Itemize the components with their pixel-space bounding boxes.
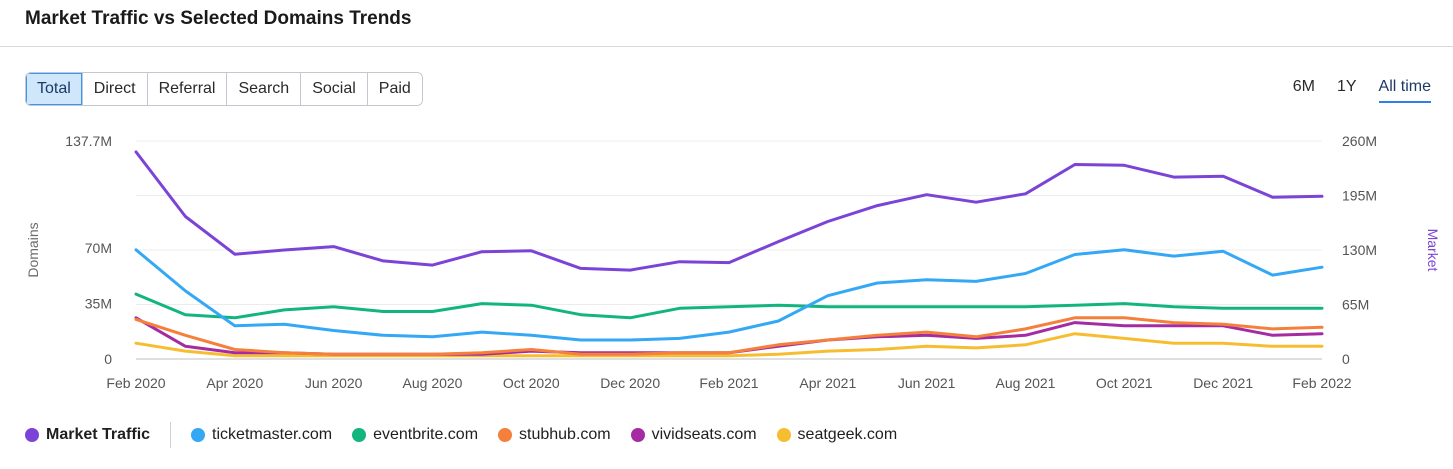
legend-dot-vividseats — [630, 428, 645, 442]
tab-search[interactable]: Search — [227, 73, 302, 105]
tab-referral[interactable]: Referral — [147, 73, 228, 105]
series-line-ticketmaster[interactable] — [134, 248, 1324, 342]
x-tick-label: Dec 2021 — [1193, 375, 1253, 391]
legend-dot-ticketmaster — [191, 428, 206, 442]
legend-label: ticketmaster.com — [212, 426, 333, 443]
header-divider — [0, 46, 1453, 47]
x-tick-label: Feb 2022 — [1292, 375, 1351, 391]
y-tick-label-right: 130M — [1342, 242, 1377, 258]
legend-dot-eventbrite — [352, 428, 367, 442]
y-axis-label-left: Domains — [25, 222, 41, 277]
range-all-time[interactable]: All time — [1378, 78, 1431, 103]
x-tick-label: Oct 2020 — [503, 375, 560, 391]
y-tick-label-left: 70M — [85, 240, 112, 256]
x-tick-label: Jun 2020 — [305, 375, 363, 391]
tab-social[interactable]: Social — [301, 73, 368, 105]
x-tick-label: Apr 2021 — [799, 375, 856, 391]
page-title: Market Traffic vs Selected Domains Trend… — [25, 8, 412, 29]
series-line-vividseats[interactable] — [134, 316, 1324, 356]
legend-item-ticketmaster[interactable]: ticketmaster.com — [191, 426, 332, 444]
y-tick-label-right: 260M — [1342, 133, 1377, 149]
y-tick-label-left: 0 — [104, 351, 112, 367]
legend-item-market-traffic[interactable]: Market Traffic — [25, 426, 150, 444]
x-tick-label: Oct 2021 — [1096, 375, 1153, 391]
x-tick-label: Apr 2020 — [206, 375, 263, 391]
x-tick-label: Aug 2020 — [403, 375, 463, 391]
range-6m[interactable]: 6M — [1292, 78, 1315, 95]
tab-direct[interactable]: Direct — [82, 73, 148, 105]
legend-dot-market — [25, 428, 39, 442]
legend-label: stubhub.com — [519, 426, 611, 443]
y-tick-label-right: 65M — [1342, 297, 1369, 313]
tab-total[interactable]: Total — [26, 73, 83, 105]
x-tick-label: Feb 2021 — [699, 375, 758, 391]
y-tick-label-left: 35M — [85, 296, 112, 312]
y-axis-label-right: Market — [1425, 229, 1441, 272]
legend-label: Market Traffic — [46, 426, 151, 443]
legend-item-eventbrite[interactable]: eventbrite.com — [352, 426, 478, 444]
legend-label: vividseats.com — [651, 426, 757, 443]
x-tick-label: Aug 2021 — [996, 375, 1056, 391]
series-line-eventbrite[interactable] — [134, 292, 1324, 320]
series-line-stubhub[interactable] — [134, 316, 1324, 356]
tab-paid[interactable]: Paid — [367, 73, 422, 105]
legend-label: eventbrite.com — [373, 426, 479, 443]
x-tick-label: Dec 2020 — [600, 375, 660, 391]
legend-dot-seatgeek — [776, 428, 791, 442]
traffic-type-tabs: Total Direct Referral Search Social Paid — [25, 72, 423, 106]
y-tick-label-right: 195M — [1342, 188, 1377, 204]
legend-separator — [170, 422, 172, 448]
time-range-selector: 6M 1Y All time — [1293, 78, 1431, 103]
series-line-market[interactable] — [134, 150, 1324, 272]
y-tick-label-left: 137.7M — [65, 133, 112, 149]
chart-legend: Market Traffic ticketmaster.com eventbri… — [25, 422, 917, 448]
legend-item-stubhub[interactable]: stubhub.com — [498, 426, 611, 444]
legend-item-vividseats[interactable]: vividseats.com — [630, 426, 757, 444]
legend-dot-stubhub — [498, 428, 513, 442]
legend-label: seatgeek.com — [797, 426, 898, 443]
legend-item-seatgeek[interactable]: seatgeek.com — [776, 426, 898, 444]
range-1y[interactable]: 1Y — [1336, 78, 1357, 95]
x-tick-label: Jun 2021 — [898, 375, 956, 391]
y-tick-label-right: 0 — [1342, 351, 1350, 367]
x-tick-label: Feb 2020 — [106, 375, 165, 391]
